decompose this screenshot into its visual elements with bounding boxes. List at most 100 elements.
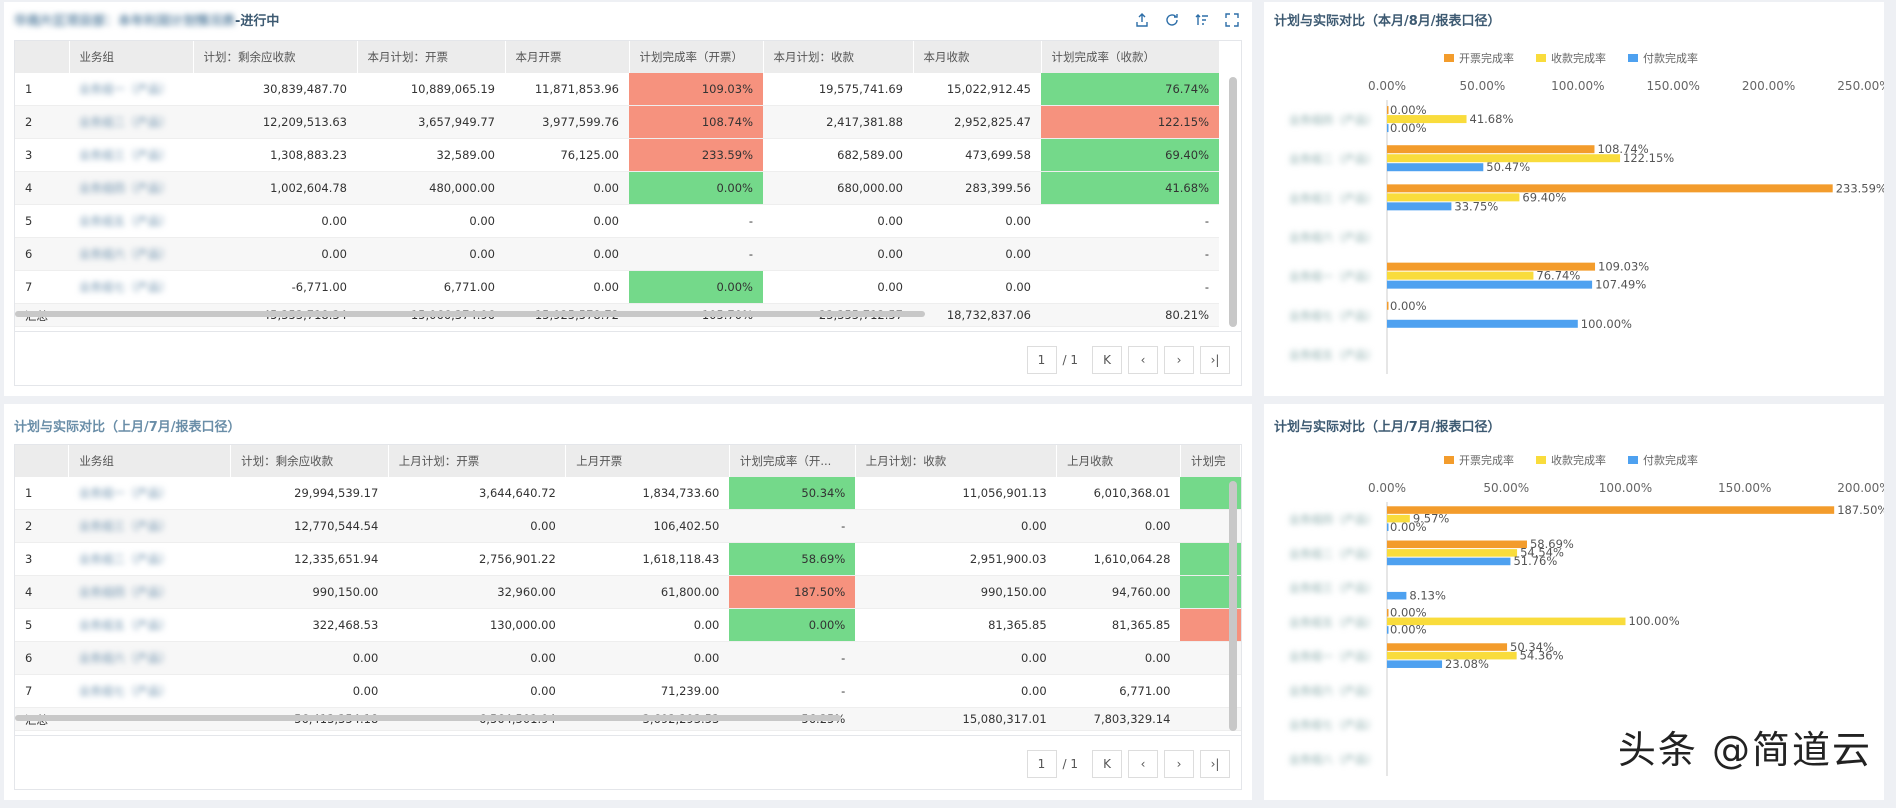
fullscreen-icon[interactable]	[1224, 12, 1240, 28]
table-cell-group: 业务组三（产品）	[68, 509, 231, 543]
sort-icon[interactable]	[1194, 12, 1210, 28]
table-cell-idx: 5	[15, 608, 69, 642]
table-cell-v4: 11,056,901.13	[855, 477, 1057, 510]
bar	[1387, 643, 1508, 651]
bar	[1387, 540, 1527, 549]
first-page-icon[interactable]: K	[1092, 346, 1122, 374]
y-category-label: 业务组二（产品）	[1289, 546, 1377, 560]
table-cell-v1: 29,994,539.17	[230, 477, 389, 510]
top-table-title: 华南片区项目部：本年利润计划情况表-进行中	[14, 10, 279, 29]
table-cell-v4: 680,000.00	[763, 171, 913, 205]
bar	[1387, 115, 1467, 124]
bar-value-label: 100.00%	[1629, 614, 1680, 628]
top-table-title-prefix: 华南片区项目部：本年利润计划情况表	[14, 14, 236, 29]
table-row: 4 业务组四（产品） 1,002,604.78 480,000.00 0.00 0.00%…	[15, 171, 1219, 205]
refresh-icon[interactable]	[1164, 12, 1180, 28]
prev-page-icon[interactable]: ‹	[1128, 346, 1158, 374]
col-header-index[interactable]	[15, 41, 70, 73]
bar-value-label: 122.15%	[1623, 151, 1674, 165]
col-header-plan-invoice[interactable]: 上月计划：开票	[388, 445, 567, 477]
col-header-invoice-rate[interactable]: 计划完成率（开票）	[629, 41, 764, 73]
table-cell-v1: 12,335,651.94	[230, 542, 389, 576]
x-tick-label: 150.00%	[1718, 481, 1771, 495]
last-page-icon[interactable]: ›|	[1200, 750, 1230, 778]
table-cell-v5: 6,771.00	[1056, 674, 1181, 708]
col-header-collection[interactable]: 本月收款	[913, 41, 1042, 73]
table-cell-v3: 1,618,118.43	[565, 542, 730, 576]
bar	[1387, 609, 1389, 617]
next-page-icon[interactable]: ›	[1164, 750, 1194, 778]
col-header-invoice[interactable]: 上月开票	[565, 445, 730, 477]
group-name: 业务组五（产品）	[79, 214, 171, 228]
y-category-label: 业务组四（产品）	[1289, 512, 1377, 526]
prev-page-icon[interactable]: ‹	[1128, 750, 1158, 778]
bar-value-label: 108.74%	[1597, 142, 1648, 156]
col-header-remaining[interactable]: 计划：剩余应收款	[230, 445, 389, 477]
bar-value-label: 54.36%	[1520, 648, 1564, 662]
col-header-plan-invoice[interactable]: 本月计划：开票	[357, 41, 506, 73]
horizontal-scrollbar[interactable]	[15, 311, 925, 317]
table-cell-v5: 2,952,825.47	[913, 105, 1041, 139]
table-row: 7 业务组七（产品） 0.00 0.00 71,239.00-0.00 6,771.00	[15, 674, 1241, 708]
col-header-invoice-rate[interactable]: 计划完成率（开...	[729, 445, 856, 477]
col-header-group[interactable]: 业务组	[68, 445, 232, 477]
table-cell-r1: 58.69%	[729, 542, 856, 576]
last-page-icon[interactable]: ›|	[1200, 346, 1230, 374]
first-page-icon[interactable]: K	[1092, 750, 1122, 778]
col-header-plan-collection[interactable]: 上月计划：收款	[855, 445, 1058, 477]
table-cell-v1: 12,770,544.54	[230, 509, 389, 543]
table-row: 2 业务组三（产品） 12,770,544.54 0.00 106,402.50-0.0…	[15, 509, 1241, 543]
table-cell-idx: 3	[15, 542, 69, 576]
bar-value-label: 9.57%	[1413, 511, 1450, 525]
x-tick-label: 150.00%	[1647, 79, 1700, 93]
table-cell-v2: 6,771.00	[357, 270, 505, 304]
horizontal-scrollbar[interactable]	[15, 715, 841, 721]
table-cell-v3: 0.00	[565, 608, 730, 642]
y-category-label: 业务组八（产品）	[1289, 752, 1377, 766]
table-cell-v2: 0.00	[388, 509, 566, 543]
next-page-icon[interactable]: ›	[1164, 346, 1194, 374]
col-header-index[interactable]	[15, 445, 70, 477]
table-cell-r1: 0.00%	[629, 171, 763, 205]
col-header-collection-rate[interactable]: 计划完成率（收款）	[1041, 41, 1220, 73]
chart-panel-last-month: 计划与实际对比（上月/7月/报表口径） 开票完成率 收款完成率 付款完成率 0.00%…	[1264, 404, 1891, 800]
col-header-plan-collection[interactable]: 本月计划：收款	[763, 41, 914, 73]
vertical-scrollbar[interactable]	[1229, 77, 1237, 327]
vertical-scrollbar[interactable]	[1229, 481, 1237, 731]
bar	[1387, 651, 1517, 660]
top-table-title-suffix: -进行中	[235, 14, 280, 29]
table-cell-v5: 1,610,064.28	[1056, 542, 1181, 576]
export-icon[interactable]	[1134, 12, 1150, 28]
page-input[interactable]: 1	[1026, 750, 1057, 778]
table-cell-r2: 122.15%	[1041, 105, 1219, 139]
table-cell-v3: 0.00	[505, 270, 629, 304]
table-cell-idx: 1	[15, 73, 69, 106]
group-name: 业务组一（产品）	[78, 486, 171, 500]
col-header-collection-rate[interactable]: 计划完	[1180, 445, 1241, 477]
col-header-remaining[interactable]: 计划：剩余应收款	[193, 41, 358, 73]
table-cell-v5: 283,399.56	[913, 171, 1041, 205]
table-cell-v1: 1,002,604.78	[193, 171, 357, 205]
table-cell-v2: 32,960.00	[388, 575, 566, 609]
table-cell-v4: 990,150.00	[855, 575, 1057, 609]
bar-value-label: 0.00%	[1390, 121, 1427, 135]
table-cell-group: 业务组六（产品）	[68, 641, 231, 675]
table-cell-idx: 2	[15, 509, 69, 543]
table-cell-v1: 322,468.53	[230, 608, 389, 642]
table-cell-group: 业务组一（产品）	[68, 477, 231, 510]
table-cell-v1: 0.00	[193, 237, 357, 271]
col-header-group[interactable]: 业务组	[69, 41, 194, 73]
y-category-label: 业务组六（产品）	[1289, 683, 1377, 697]
chart-title: 计划与实际对比（本月/8月/报表口径）	[1274, 14, 1501, 29]
x-tick-label: 200.00%	[1837, 481, 1884, 495]
bottom-table: 业务组 计划：剩余应收款 上月计划：开票 上月开票 计划完成率（开... 上月计…	[15, 445, 1241, 731]
page-input[interactable]: 1	[1026, 346, 1057, 374]
group-name: 业务组四（产品）	[79, 181, 171, 195]
table-cell-r1: -	[729, 509, 856, 543]
table-cell-r1: -	[729, 641, 856, 675]
bar	[1387, 271, 1534, 280]
table-cell-group: 业务组七（产品）	[69, 270, 193, 304]
col-header-collection[interactable]: 上月收款	[1056, 445, 1181, 477]
table-cell-v5: 0.00	[1056, 509, 1181, 543]
col-header-invoice[interactable]: 本月开票	[505, 41, 630, 73]
